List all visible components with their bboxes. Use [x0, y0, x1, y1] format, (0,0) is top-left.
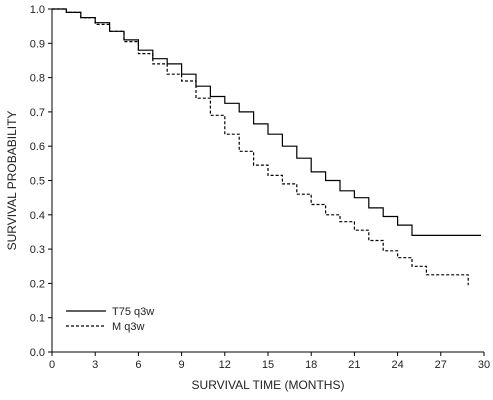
y-tick-label: 0.6 [30, 141, 45, 153]
x-tick-label: 0 [49, 359, 55, 371]
x-tick-label: 15 [262, 359, 274, 371]
y-tick-label: 0.2 [30, 278, 45, 290]
x-tick-label: 27 [435, 359, 447, 371]
x-tick-label: 21 [348, 359, 360, 371]
series-line-1 [52, 8, 482, 236]
y-axis-title: SURVIVAL PROBABILITY [5, 111, 19, 251]
y-tick-label: 0.0 [30, 347, 45, 359]
series-group [52, 8, 482, 286]
y-tick-label: 1.0 [30, 4, 45, 16]
x-tick-label: 18 [305, 359, 317, 371]
x-tick-label: 3 [92, 359, 98, 371]
x-tick-label: 24 [391, 359, 403, 371]
y-tick-label: 0.4 [30, 210, 45, 222]
legend-label-2: M q3w [112, 321, 144, 333]
x-tick-label: 12 [219, 359, 231, 371]
series-line-2 [52, 8, 469, 286]
axes [51, 9, 484, 353]
x-tick-label: 6 [135, 359, 141, 371]
y-tick-label: 0.5 [30, 176, 45, 188]
y-tick-label: 0.1 [30, 313, 45, 325]
x-tick-label: 30 [478, 359, 490, 371]
legend-label-1: T75 q3w [112, 306, 154, 318]
y-tick-label: 0.9 [30, 38, 45, 50]
tick-marks: 0 3 6 9 12 15 18 21 24 27 30 0.0 0.1 0.2 0.3 0.4 0.5 0.6 0… [30, 4, 490, 371]
y-tick-label: 0.8 [30, 73, 45, 85]
legend: T75 q3w M q3w [66, 306, 154, 333]
x-tick-label: 9 [179, 359, 185, 371]
y-tick-label: 0.3 [30, 244, 45, 256]
x-axis-title: SURVIVAL TIME (MONTHS) [192, 378, 345, 392]
y-tick-label: 0.7 [30, 107, 45, 119]
